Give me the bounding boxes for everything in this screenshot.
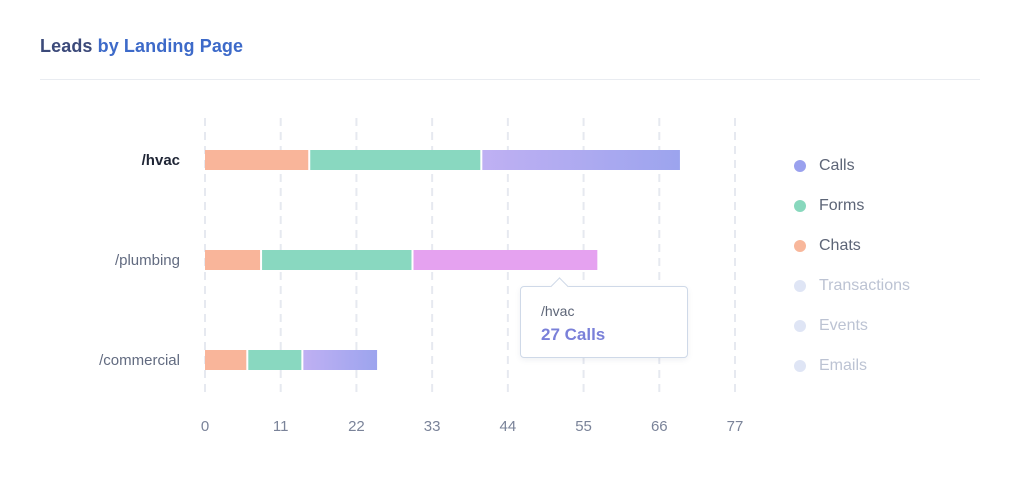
legend-label: Calls bbox=[819, 157, 855, 174]
x-tick-label: 0 bbox=[201, 418, 209, 435]
chart-title: Leads by Landing Page bbox=[40, 36, 243, 57]
category-labels: /hvac/plumbing/commercial bbox=[99, 152, 180, 369]
x-tick-label: 77 bbox=[727, 418, 744, 435]
bar-chats-hvac[interactable] bbox=[205, 150, 309, 170]
legend-item-emails[interactable]: Emails bbox=[794, 346, 910, 386]
legend-item-forms[interactable]: Forms bbox=[794, 186, 910, 226]
bar-forms-plumbing[interactable] bbox=[262, 250, 412, 270]
legend-label: Chats bbox=[819, 237, 861, 254]
category-label: /plumbing bbox=[115, 252, 180, 269]
legend-item-chats[interactable]: Chats bbox=[794, 226, 910, 266]
legend-label: Forms bbox=[819, 197, 865, 214]
legend-dot bbox=[794, 320, 806, 332]
chart-title-part1: Leads bbox=[40, 36, 98, 56]
bar-calls-commercial[interactable] bbox=[303, 350, 378, 370]
legend-label: Emails bbox=[819, 357, 868, 374]
tooltip-category: /hvac bbox=[541, 303, 575, 319]
legend-dot bbox=[794, 160, 806, 172]
x-tick-label: 11 bbox=[273, 418, 289, 435]
bar-forms-commercial[interactable] bbox=[248, 350, 302, 370]
category-label: /hvac bbox=[142, 152, 180, 169]
chart-title-part2: by Landing Page bbox=[97, 36, 244, 56]
header-divider bbox=[40, 79, 980, 80]
legend: Calls Forms Chats Transactions Events Emails bbox=[794, 146, 910, 386]
legend-dot bbox=[794, 200, 806, 212]
bar-chats-plumbing[interactable] bbox=[205, 250, 261, 270]
bars bbox=[205, 150, 680, 370]
bar-forms-hvac[interactable] bbox=[310, 150, 481, 170]
legend-label: Events bbox=[819, 317, 868, 334]
legend-label: Transactions bbox=[819, 277, 910, 294]
x-tick-labels: 0 11 22 33 44 55 66 77 bbox=[201, 418, 744, 435]
x-tick-label: 44 bbox=[500, 418, 517, 435]
category-label: /commercial bbox=[99, 352, 180, 369]
legend-item-transactions[interactable]: Transactions bbox=[794, 266, 910, 306]
stacked-bar-chart: /hvac/plumbing/commercial 0 11 22 33 44 55 66 7… bbox=[99, 118, 744, 435]
x-tick-label: 66 bbox=[651, 418, 668, 435]
x-tick-label: 33 bbox=[424, 418, 441, 435]
bar-calls-plumbing[interactable] bbox=[413, 250, 598, 270]
tooltip: /hvac 27 Calls bbox=[520, 277, 688, 358]
legend-dot bbox=[794, 240, 806, 252]
legend-dot bbox=[794, 280, 806, 292]
x-tick-label: 22 bbox=[348, 418, 365, 435]
legend-dot bbox=[794, 360, 806, 372]
bar-chats-commercial[interactable] bbox=[205, 350, 247, 370]
bar-calls-hvac[interactable] bbox=[482, 150, 680, 170]
tooltip-value: 27 Calls bbox=[541, 325, 606, 344]
legend-item-calls[interactable]: Calls bbox=[794, 146, 910, 186]
legend-item-events[interactable]: Events bbox=[794, 306, 910, 346]
x-tick-label: 55 bbox=[575, 418, 592, 435]
